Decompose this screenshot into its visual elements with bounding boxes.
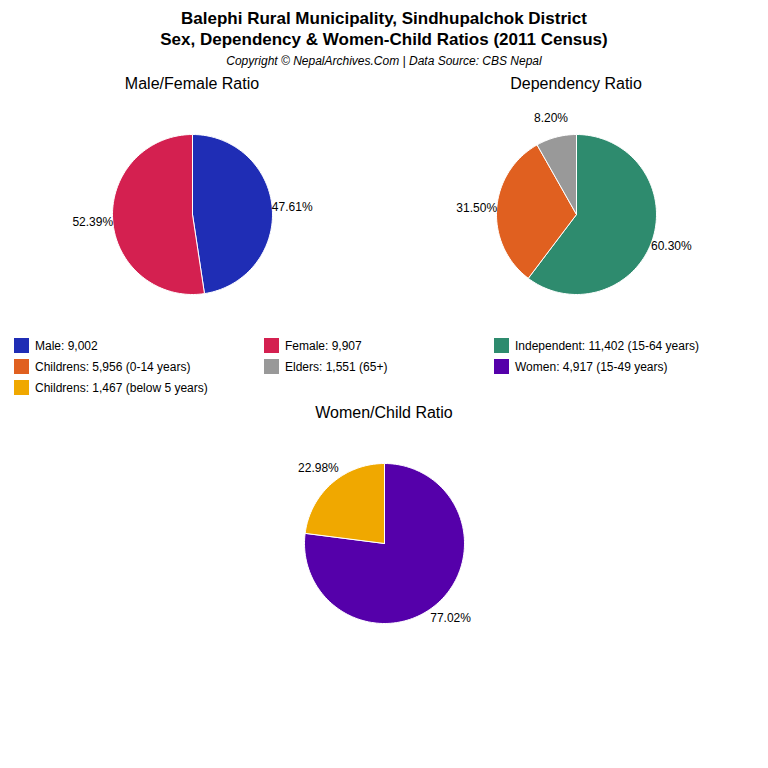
svg-text:60.30%: 60.30%: [651, 239, 692, 253]
svg-text:47.61%: 47.61%: [272, 200, 313, 214]
svg-text:31.50%: 31.50%: [456, 201, 497, 215]
svg-text:77.02%: 77.02%: [430, 611, 471, 625]
html-text:Elders: 1,551 (65+): Elders: 1,551 (65+): [285, 359, 388, 374]
html-text:Independent: 11,402 (15-64 yea: Independent: 11,402 (15-64 years): [515, 338, 699, 353]
html-text:Female: 9,907: Female: 9,907: [285, 338, 362, 353]
html-text:Male/Female Ratio: Male/Female Ratio: [124, 75, 260, 92]
html-text:Women/Child Ratio: Women/Child Ratio: [315, 404, 453, 421]
html-text:Childrens: 5,956 (0-14 years): Childrens: 5,956 (0-14 years): [35, 359, 191, 374]
svg-text:8.20%: 8.20%: [534, 111, 568, 125]
svg-text:52.39%: 52.39%: [72, 215, 113, 229]
html-text:Balephi Rural Municipality, Si: Balephi Rural Municipality, Sindhupalcho…: [181, 9, 587, 28]
svg-text:22.98%: 22.98%: [298, 461, 339, 475]
html-text:Copyright © NepalArchives.Com: Copyright © NepalArchives.Com | Data Sou…: [226, 54, 542, 68]
html-text:Women: 4,917 (15-49 years): Women: 4,917 (15-49 years): [515, 359, 668, 374]
html-text:Sex, Dependency & Women-Child: Sex, Dependency & Women-Child Ratios (20…: [160, 30, 608, 49]
html-text:Dependency Ratio: Dependency Ratio: [510, 75, 642, 92]
html-text:Male: 9,002: Male: 9,002: [35, 338, 98, 353]
html-text:Childrens: 1,467 (below 5 year: Childrens: 1,467 (below 5 years): [35, 380, 208, 395]
